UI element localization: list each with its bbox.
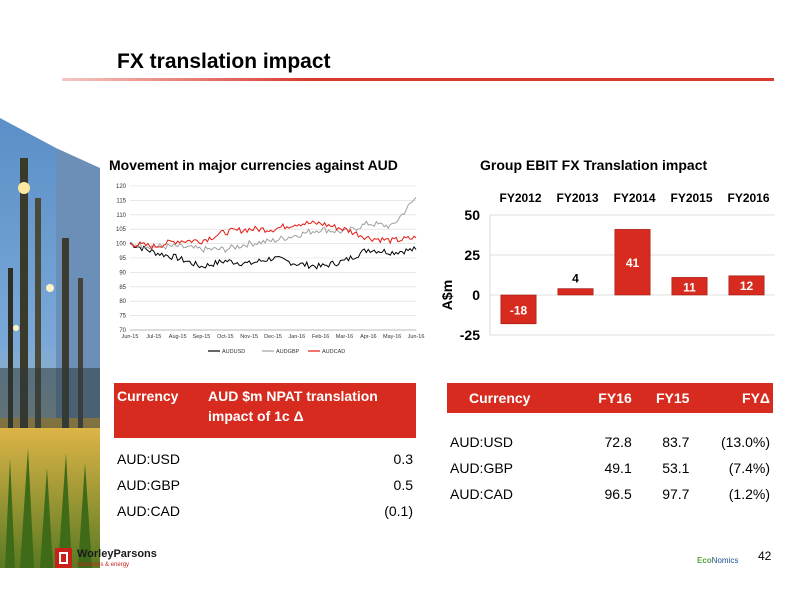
table-row: AUD:CAD (0.1) xyxy=(114,498,416,524)
bar xyxy=(500,294,537,325)
x-tick-label: Jun-16 xyxy=(408,334,425,340)
y-tick-label: 105 xyxy=(116,227,127,233)
fx-currency-cell: AUD:GBP xyxy=(450,460,514,476)
industrial-plant-image xyxy=(0,118,100,568)
fx-header-fy-delta: FYΔ xyxy=(692,383,773,413)
x-tick-label: Sep-15 xyxy=(193,334,211,340)
x-tick-label: Oct-15 xyxy=(217,334,234,340)
y-tick-label: 85 xyxy=(119,285,126,291)
category-label: FY2013 xyxy=(556,191,598,205)
table-row: AUD:GBP 0.5 xyxy=(114,472,416,498)
y-tick-label: 115 xyxy=(116,198,126,204)
logo-name: WorleyParsons xyxy=(77,548,157,560)
x-tick-label: Apr-16 xyxy=(360,334,377,340)
fx-fy16-cell: 72.8 xyxy=(604,434,632,450)
fx-fy15-cell: 83.7 xyxy=(662,434,690,450)
title-underline xyxy=(62,78,774,81)
fx-fy15-cell: 97.7 xyxy=(662,486,690,502)
bar-chart-title: Group EBIT FX Translation impact xyxy=(480,157,708,173)
table-row: AUD:CAD 96.5 97.7 (1.2%) xyxy=(447,481,773,507)
series-line-audgbp xyxy=(129,197,417,254)
data-label: 12 xyxy=(740,279,754,293)
fx-fy15-cell: 53.1 xyxy=(662,460,690,476)
y-tick-label: 100 xyxy=(116,242,127,248)
fx-fy16-cell: 96.5 xyxy=(604,486,632,502)
logo-tagline: resources & energy xyxy=(77,562,130,568)
y-tick-label: 0 xyxy=(472,287,480,303)
table-row: AUD:USD 0.3 xyxy=(114,446,416,472)
x-tick-label: Aug-15 xyxy=(169,334,187,340)
fx-fy16-cell: 49.1 xyxy=(604,460,632,476)
bar xyxy=(671,277,708,296)
bar xyxy=(557,288,594,296)
slide-title: FX translation impact xyxy=(117,50,331,73)
fx-header-currency: Currency xyxy=(447,383,577,413)
x-tick-label: Feb-16 xyxy=(312,334,329,340)
logo-mark-icon xyxy=(55,548,72,568)
npat-currency-cell: AUD:GBP xyxy=(117,477,181,493)
legend-label: AUDCAD xyxy=(322,349,345,355)
economics-logo: EcoNomics xyxy=(697,556,738,565)
x-tick-label: Jan-16 xyxy=(288,334,305,340)
line-chart-title: Movement in major currencies against AUD xyxy=(109,157,398,173)
category-label: FY2014 xyxy=(613,191,655,205)
fx-delta-cell: (13.0%) xyxy=(720,434,770,450)
npat-value-cell: 0.3 xyxy=(393,451,413,467)
y-tick-label: 50 xyxy=(464,207,480,223)
npat-header-currency: Currency xyxy=(114,383,205,438)
currency-line-chart: 70 75 80 85 90 95 100 105 110 115 120 Jun-15 Jul-15 A… xyxy=(116,184,425,355)
data-label: 11 xyxy=(683,280,696,294)
table-row: AUD:USD 72.8 83.7 (13.0%) xyxy=(447,429,773,455)
economics-eco: Eco xyxy=(697,556,712,565)
y-tick-label: 90 xyxy=(119,270,126,276)
y-tick-label: 25 xyxy=(464,247,480,263)
x-tick-label: Dec-15 xyxy=(264,334,282,340)
legend-label: AUDUSD xyxy=(222,349,245,355)
npat-table-header: Currency AUD $m NPAT translation impact … xyxy=(114,383,416,438)
y-tick-label: 80 xyxy=(119,299,126,305)
y-tick-label: 120 xyxy=(116,184,127,190)
fx-rates-table: Currency FY16 FY15 FYΔ AUD:USD 72.8 83.7… xyxy=(447,383,773,507)
y-tick-label: 75 xyxy=(119,314,126,320)
fx-header-fy16: FY16 xyxy=(577,383,635,413)
npat-value-cell: 0.5 xyxy=(393,477,413,493)
bar xyxy=(614,229,651,296)
category-label: FY2015 xyxy=(670,191,712,205)
data-label: -18 xyxy=(510,303,528,317)
x-tick-label: Mar-16 xyxy=(336,334,353,340)
fx-delta-cell: (7.4%) xyxy=(728,460,770,476)
npat-header-impact: AUD $m NPAT translation impact of 1c Δ xyxy=(205,383,416,438)
fx-delta-cell: (1.2%) xyxy=(728,486,770,502)
npat-currency-cell: AUD:USD xyxy=(117,451,181,467)
legend-label: AUDGBP xyxy=(276,349,300,355)
fx-currency-cell: AUD:USD xyxy=(450,434,514,450)
ebit-bar-chart: -25 0 25 50 A$m FY2012 FY2013 FY2014 FY2015 FY201… xyxy=(439,191,775,343)
npat-currency-cell: AUD:CAD xyxy=(117,503,181,519)
economics-nomics: Nomics xyxy=(711,556,739,565)
npat-value-cell: (0.1) xyxy=(384,503,413,519)
y-tick-label: -25 xyxy=(460,327,480,343)
data-label: 4 xyxy=(572,272,579,286)
category-label: FY2012 xyxy=(499,191,541,205)
fx-header-fy15: FY15 xyxy=(634,383,693,413)
series-line-audusd xyxy=(129,243,417,270)
y-tick-label: 110 xyxy=(116,213,126,219)
series-line-audcad xyxy=(129,220,417,250)
x-tick-label: Nov-15 xyxy=(240,334,258,340)
y-axis-label: A$m xyxy=(439,280,455,310)
page-number: 42 xyxy=(758,549,772,563)
y-tick-label: 70 xyxy=(119,328,126,334)
data-label: 41 xyxy=(626,256,640,270)
category-label: FY2016 xyxy=(727,191,769,205)
x-tick-label: Jun-15 xyxy=(122,334,139,340)
fx-currency-cell: AUD:CAD xyxy=(450,486,514,502)
bar xyxy=(728,275,765,296)
table-row: AUD:GBP 49.1 53.1 (7.4%) xyxy=(447,455,773,481)
fx-table-header: Currency FY16 FY15 FYΔ xyxy=(447,383,773,413)
npat-translation-table: Currency AUD $m NPAT translation impact … xyxy=(114,383,416,524)
x-tick-label: Jul-15 xyxy=(146,334,161,340)
x-tick-label: May-16 xyxy=(383,334,401,340)
y-tick-label: 95 xyxy=(119,256,126,262)
